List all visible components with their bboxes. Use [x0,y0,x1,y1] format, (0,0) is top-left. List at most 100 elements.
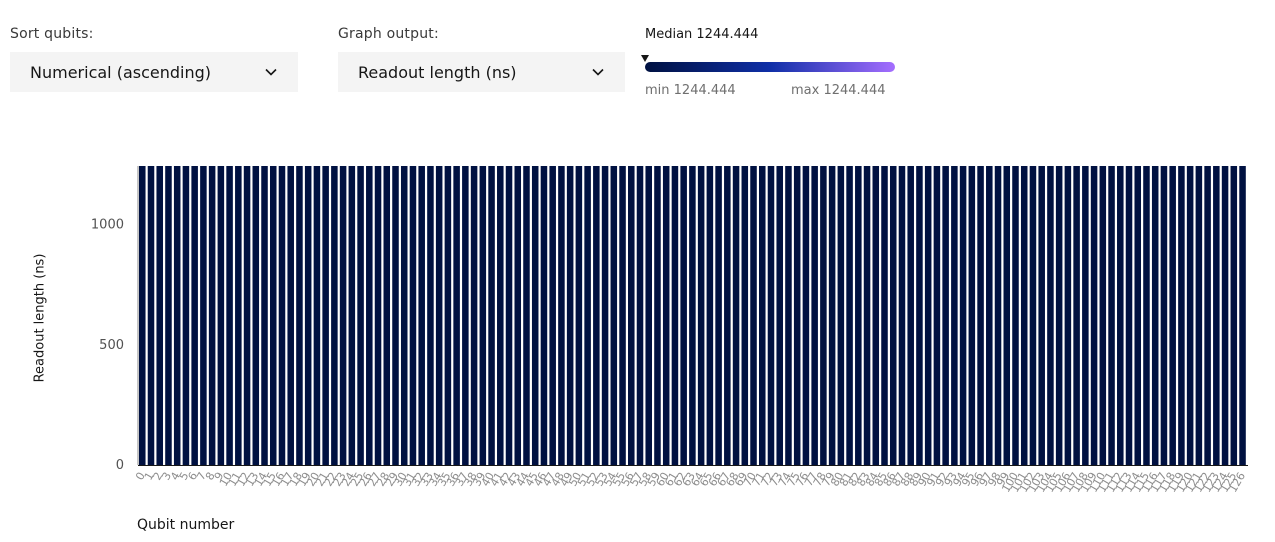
x-tick-label-98: 98 [985,470,1003,489]
x-tick-label-95: 95 [959,470,977,489]
x-tick-label-27: 27 [365,470,383,489]
x-tick-label-24: 24 [339,470,357,489]
bar-qubit-121 [1195,166,1203,465]
x-tick-label-93: 93 [942,470,960,489]
bar-qubit-118 [1169,166,1176,465]
bar-qubit-119 [1178,166,1185,465]
x-tick-label-85: 85 [872,470,890,489]
sort-qubits-value: Numerical (ascending) [30,62,211,82]
bar-qubit-99 [1003,166,1011,465]
x-tick-label-11: 11 [226,470,244,489]
bar-qubit-57 [636,166,644,465]
x-tick-label-37: 37 [453,470,471,489]
bar-qubit-85 [881,166,888,465]
x-tick-label-74: 74 [776,470,794,489]
bar-qubit-15 [269,166,277,465]
x-tick-label-36: 36 [444,470,462,489]
bar-qubit-62 [680,166,687,465]
x-tick-label-77: 77 [802,470,820,489]
x-tick-label-47: 47 [540,470,558,489]
x-tick-label-65: 65 [697,470,715,489]
bar-qubit-1 [147,166,155,465]
bar-qubit-79 [828,166,836,465]
x-tick-label-56: 56 [619,470,637,489]
x-tick-label-94: 94 [950,470,968,489]
bar-qubit-37 [462,166,469,465]
x-tick-label-25: 25 [348,470,366,489]
bar-qubit-24 [348,166,356,465]
graph-output-dropdown[interactable]: Readout length (ns) [338,52,625,92]
x-tick-label-34: 34 [426,470,444,489]
bar-qubit-77 [811,166,818,465]
bar-qubit-89 [916,166,923,465]
x-tick-label-80: 80 [828,470,846,489]
bar-qubit-58 [645,166,652,465]
bar-qubit-39 [479,166,487,465]
x-axis-label: Qubit number [137,517,235,533]
bar-qubit-105 [1055,166,1063,465]
bar-qubit-66 [715,166,722,465]
x-tick-label-23: 23 [330,470,348,489]
bar-qubit-115 [1143,166,1150,465]
bar-qubit-30 [400,166,408,465]
x-tick-label-18: 18 [287,470,305,489]
bar-qubit-42 [505,166,513,465]
x-tick-label-29: 29 [383,470,401,489]
bar-qubit-27 [374,166,382,465]
bar-qubit-125 [1230,166,1238,465]
x-tick-label-45: 45 [523,470,541,489]
x-tick-label-38: 38 [461,470,479,489]
bar-qubit-94 [959,166,967,465]
bar-qubit-67 [724,166,731,465]
x-tick-label-62: 62 [671,470,689,489]
bar-qubit-0 [139,166,146,465]
x-tick-label-42: 42 [496,470,514,489]
bar-qubit-18 [296,166,303,465]
bar-qubit-33 [427,166,434,465]
x-tick-label-21: 21 [313,470,331,489]
bar-qubit-45 [531,166,539,465]
x-tick-label-82: 82 [846,470,864,489]
bar-qubit-70 [750,166,757,465]
x-tick-label-51: 51 [575,470,593,489]
bar-qubit-65 [706,166,714,465]
bar-qubit-98 [994,166,1002,465]
bar-qubit-82 [855,166,862,465]
x-tick-label-70: 70 [741,470,759,489]
graph-output-label: Graph output: [338,26,439,42]
x-tick-label-30: 30 [392,470,410,489]
bar-qubit-55 [619,166,626,465]
x-tick-label-72: 72 [758,470,776,489]
bar-qubit-90 [924,166,932,465]
bar-qubit-63 [689,166,696,465]
sort-qubits-dropdown[interactable]: Numerical (ascending) [10,52,298,92]
x-tick-label-97: 97 [977,470,995,489]
x-tick-label-76: 76 [793,470,811,489]
bar-qubit-122 [1204,166,1211,465]
bar-qubit-126 [1239,166,1246,465]
bar-qubit-36 [453,166,460,465]
x-tick-label-55: 55 [610,470,628,489]
x-tick-label-52: 52 [584,470,602,489]
bar-qubit-4 [173,166,181,465]
x-tick-label-75: 75 [785,470,803,489]
bar-qubit-76 [802,166,810,465]
bar-qubit-61 [671,166,679,465]
bar-qubit-92 [942,166,949,465]
bar-qubit-111 [1108,166,1115,465]
bar-qubit-83 [863,166,871,465]
scale-max-text: max 1244.444 [791,83,886,98]
bar-qubit-113 [1125,166,1133,465]
x-tick-label-31: 31 [400,470,418,489]
bar-qubit-38 [470,166,478,465]
bar-qubit-23 [339,166,347,465]
bar-qubit-2 [156,166,163,465]
x-tick-label-14: 14 [252,470,270,489]
x-tick-label-81: 81 [837,470,855,489]
x-tick-label-96: 96 [968,470,986,489]
x-tick-label-63: 63 [680,470,698,489]
x-tick-label-99: 99 [994,470,1012,489]
bar-qubit-40 [488,166,495,465]
bar-qubit-7 [200,166,207,465]
bar-qubit-114 [1134,166,1142,465]
